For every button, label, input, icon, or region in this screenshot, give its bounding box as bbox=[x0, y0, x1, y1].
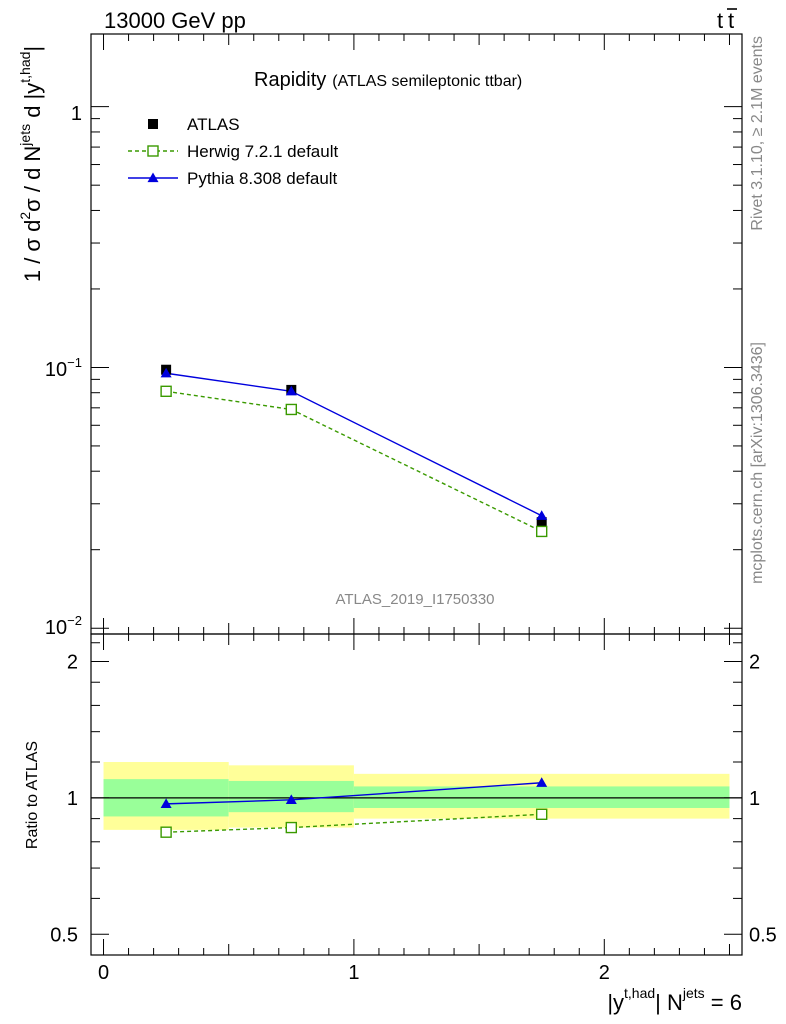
pythia-point bbox=[536, 510, 548, 520]
mcplots-label: mcplots.cern.ch [arXiv:1306.3436] bbox=[749, 342, 766, 584]
y-tick-0.01: 10−2 bbox=[45, 613, 82, 639]
legend-atlas-marker bbox=[148, 119, 158, 129]
x-axis-label: |yt,had| Njets = 6 bbox=[607, 985, 742, 1015]
header-energy: 13000 GeV pp bbox=[104, 8, 246, 33]
y-axis-label: 1 / σ d2σ / d Njets d |yt,had| bbox=[17, 46, 45, 282]
rivet-label: Rivet 3.1.10, ≥ 2.1M events bbox=[749, 36, 766, 231]
atlas-point bbox=[536, 517, 547, 528]
y-tick-0.1: 10−1 bbox=[45, 355, 82, 381]
watermark: ATLAS_2019_I1750330 bbox=[335, 591, 494, 608]
svg-text:t: t bbox=[728, 8, 734, 33]
ratio-tick-label-right: 2 bbox=[749, 651, 760, 673]
x-tick-label: 1 bbox=[348, 962, 359, 984]
herwig-line bbox=[166, 390, 542, 533]
x-tick-label: 0 bbox=[98, 962, 109, 984]
herwig-point bbox=[535, 525, 548, 538]
ratio-pythia-point bbox=[536, 777, 548, 787]
legend-label: Pythia 8.308 default bbox=[187, 169, 338, 188]
legend-label: ATLAS bbox=[187, 115, 240, 134]
ratio-herwig-point bbox=[535, 808, 548, 820]
legend: ATLAS Herwig 7.2.1 default Pythia 8.308 de… bbox=[128, 115, 338, 188]
herwig-point bbox=[160, 385, 172, 398]
header-process: t t bbox=[717, 8, 737, 33]
x-tick-label: 2 bbox=[599, 962, 610, 984]
svg-text:t: t bbox=[717, 8, 723, 33]
ratio-pythia-point bbox=[160, 798, 172, 809]
ratio-tick-label: 0.5 bbox=[50, 924, 78, 946]
legend-herwig-marker bbox=[147, 145, 159, 157]
y-tick-1: 1 bbox=[71, 103, 82, 125]
ratio-frame bbox=[90, 633, 743, 956]
herwig-point bbox=[285, 403, 298, 416]
chart-title: Rapidity (ATLAS semileptonic ttbar) bbox=[254, 69, 522, 91]
ratio-tick-label-right: 0.5 bbox=[749, 924, 777, 946]
ratio-tick-label-right: 1 bbox=[749, 788, 760, 810]
legend-label: Herwig 7.2.1 default bbox=[187, 142, 338, 161]
pythia-point bbox=[285, 385, 297, 396]
pythia-point bbox=[160, 367, 172, 378]
ratio-herwig-point bbox=[160, 826, 172, 838]
pythia-line bbox=[166, 372, 543, 517]
ratio-tick-label: 1 bbox=[67, 788, 78, 810]
band-inner-bin-2 bbox=[353, 786, 730, 808]
legend-pythia-marker bbox=[147, 172, 159, 183]
ratio-y-axis-label: Ratio to ATLAS bbox=[24, 741, 41, 849]
ratio-herwig-point bbox=[285, 821, 298, 834]
ratio-pythia-point bbox=[285, 794, 297, 804]
ratio-tick-label: 2 bbox=[67, 651, 78, 673]
